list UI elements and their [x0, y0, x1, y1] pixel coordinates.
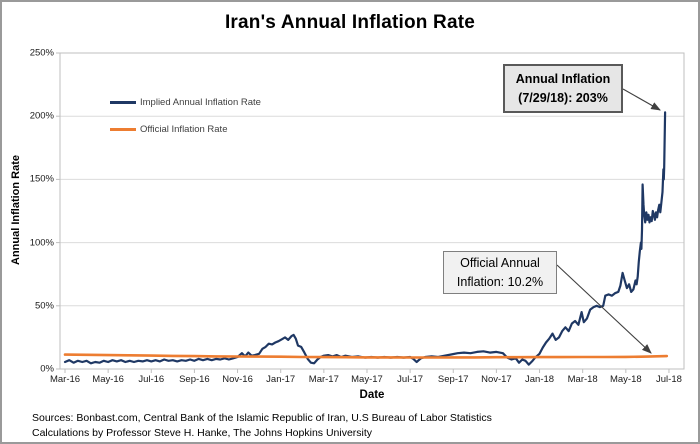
arrow-to-peak-icon [622, 88, 661, 111]
implied-line-swatch-icon [110, 100, 136, 104]
callout-official-line2: Inflation: 10.2% [456, 274, 544, 289]
legend: Implied Annual Inflation Rate Official I… [110, 95, 261, 149]
source-note-line2: Calculations by Professor Steve H. Hanke… [32, 427, 373, 440]
data-series [63, 111, 669, 366]
x-tick-label: Nov-17 [481, 374, 512, 385]
legend-item-implied: Implied Annual Inflation Rate [110, 95, 261, 109]
x-tick-label: Nov-16 [222, 374, 253, 385]
x-tick-label: Mar-16 [49, 374, 81, 385]
axes [56, 52, 685, 373]
callout-annual-inflation: Annual Inflation (7/29/18): 203% [503, 64, 623, 113]
callout-annual-line2: (7/29/18): 203% [518, 90, 608, 105]
implied-inflation-line [63, 111, 667, 366]
annotation-arrows [556, 88, 661, 354]
gridlines [60, 115, 684, 307]
x-tick-label: Jan-17 [266, 374, 296, 385]
x-tick-label: Jul-18 [656, 374, 682, 385]
arrow-to-official-line-icon [556, 264, 652, 354]
x-tick-label: Jul-17 [397, 374, 424, 385]
chart-title: Iran's Annual Inflation Rate [224, 12, 476, 33]
x-tick-label: May-16 [92, 374, 124, 385]
y-tick-label: 100% [29, 237, 54, 249]
x-tick-label: May-17 [351, 374, 383, 385]
official-inflation-line [63, 353, 669, 359]
official-line-swatch-icon [110, 127, 136, 131]
callout-annual-line1: Annual Inflation [515, 71, 611, 86]
legend-label-implied: Implied Annual Inflation Rate [140, 96, 261, 108]
x-tick-label: May-18 [609, 374, 642, 385]
x-tick-label: Jul-16 [138, 374, 165, 385]
x-tick-label: Mar-18 [567, 374, 598, 385]
y-tick-label: 250% [29, 47, 54, 59]
y-tick-label: 200% [29, 110, 54, 122]
x-axis-title: Date [359, 389, 385, 401]
y-tick-label: 0% [40, 363, 54, 375]
callout-official-line1: Official Annual [460, 255, 540, 270]
x-tick-label: Sep-17 [437, 374, 469, 385]
source-note-line1: Sources: Bonbast.com, Central Bank of th… [32, 412, 492, 424]
x-tick-label: Mar-17 [308, 374, 339, 385]
x-tick-label: Jan-18 [525, 374, 555, 385]
callout-official-inflation: Official Annual Inflation: 10.2% [443, 251, 557, 294]
legend-label-official: Official Inflation Rate [140, 123, 228, 135]
source-note: Sources: Bonbast.com, Central Bank of th… [32, 411, 492, 441]
y-tick-label: 50% [34, 300, 54, 312]
legend-item-official: Official Inflation Rate [110, 122, 261, 136]
y-tick-label: 150% [29, 173, 54, 185]
x-tick-label: Sep-16 [179, 374, 210, 385]
